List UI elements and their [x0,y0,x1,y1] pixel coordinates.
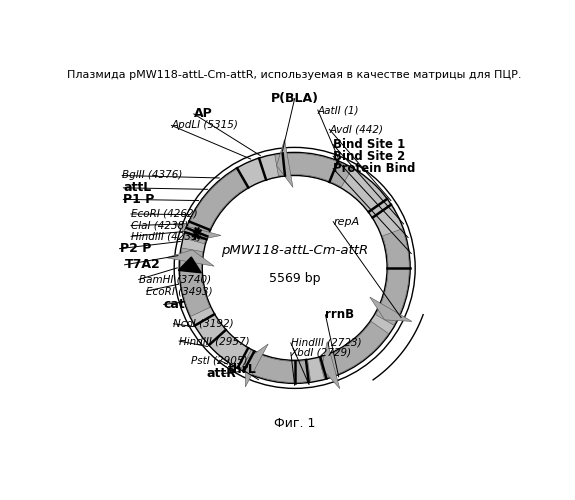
Text: T7A2: T7A2 [125,258,160,272]
Text: BamHI (3740): BamHI (3740) [139,274,211,284]
Text: Bind Site 2: Bind Site 2 [333,150,405,163]
Text: repA: repA [333,216,359,226]
Text: Bind Site 1: Bind Site 1 [333,138,405,151]
Text: Плазмида pMW118-attL-Cm-attR, используемая в качестве матрицы для ПЦР.: Плазмида pMW118-attL-Cm-attR, используем… [67,70,522,80]
Text: BglII (4376): BglII (4376) [122,170,183,180]
Polygon shape [275,154,352,187]
Text: EcoRI (4262): EcoRI (4262) [131,209,198,219]
Polygon shape [246,344,268,387]
Text: P(BLA): P(BLA) [271,92,319,105]
Text: HindIII (4231): HindIII (4231) [131,232,202,241]
Text: PstI (2905): PstI (2905) [191,356,248,366]
Polygon shape [375,228,409,325]
Text: AatII (1): AatII (1) [318,105,359,115]
Text: NcoI (3192): NcoI (3192) [174,318,234,328]
Text: attL: attL [124,182,152,194]
Text: 5569 bp: 5569 bp [269,272,320,285]
Polygon shape [166,250,214,266]
Polygon shape [277,140,293,188]
Polygon shape [184,168,248,244]
Polygon shape [241,350,310,382]
Polygon shape [321,342,340,388]
Text: Protein Bind: Protein Bind [333,162,416,175]
Text: EcoRI (3493): EcoRI (3493) [147,286,213,296]
Text: HindIII (2957): HindIII (2957) [179,336,250,346]
Text: ClaI (4238): ClaI (4238) [131,220,189,230]
Text: thrL: thrL [228,364,257,376]
Text: attR: attR [206,368,236,380]
Text: P2 P: P2 P [120,242,151,255]
Wedge shape [179,152,410,384]
Polygon shape [178,257,201,273]
Polygon shape [319,322,389,378]
Text: cat: cat [164,298,186,311]
Text: P1 P: P1 P [124,193,155,206]
Text: XbdI (2729): XbdI (2729) [291,348,352,358]
Polygon shape [180,248,210,316]
Text: HindIII (2723): HindIII (2723) [291,338,362,348]
Text: AvdI (442): AvdI (442) [329,124,384,134]
Text: pMW118-attL-Cm-attR: pMW118-attL-Cm-attR [221,244,369,257]
Text: ApdLI (5315): ApdLI (5315) [171,120,239,130]
Polygon shape [370,297,412,322]
Text: AP: AP [194,108,213,120]
Text: Фиг. 1: Фиг. 1 [274,418,315,430]
Text: rrnB: rrnB [325,308,355,322]
Polygon shape [174,223,221,241]
